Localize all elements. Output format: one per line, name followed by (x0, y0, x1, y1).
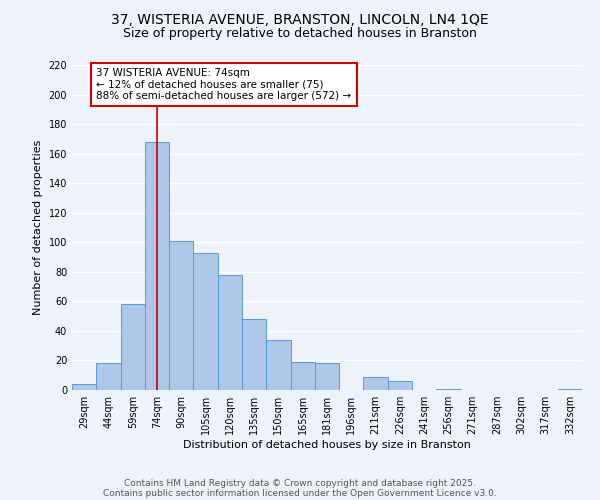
X-axis label: Distribution of detached houses by size in Branston: Distribution of detached houses by size … (183, 440, 471, 450)
Bar (242, 319, 266, 390)
Bar (558, 388, 582, 390)
Text: Contains public sector information licensed under the Open Government Licence v3: Contains public sector information licen… (103, 488, 497, 498)
Bar (266, 340, 290, 390)
Bar (96, 364, 121, 390)
Text: 37 WISTERIA AVENUE: 74sqm
← 12% of detached houses are smaller (75)
88% of semi-: 37 WISTERIA AVENUE: 74sqm ← 12% of detac… (96, 68, 352, 101)
Bar (290, 362, 315, 390)
Bar (72, 384, 96, 390)
Bar (218, 275, 242, 390)
Bar (145, 142, 169, 390)
Bar (169, 241, 193, 390)
Bar (388, 381, 412, 390)
Bar (436, 388, 461, 390)
Y-axis label: Number of detached properties: Number of detached properties (33, 140, 43, 315)
Text: Contains HM Land Registry data © Crown copyright and database right 2025.: Contains HM Land Registry data © Crown c… (124, 478, 476, 488)
Bar (121, 304, 145, 390)
Text: 37, WISTERIA AVENUE, BRANSTON, LINCOLN, LN4 1QE: 37, WISTERIA AVENUE, BRANSTON, LINCOLN, … (111, 12, 489, 26)
Bar (364, 376, 388, 390)
Bar (193, 252, 218, 390)
Bar (315, 364, 339, 390)
Text: Size of property relative to detached houses in Branston: Size of property relative to detached ho… (123, 28, 477, 40)
